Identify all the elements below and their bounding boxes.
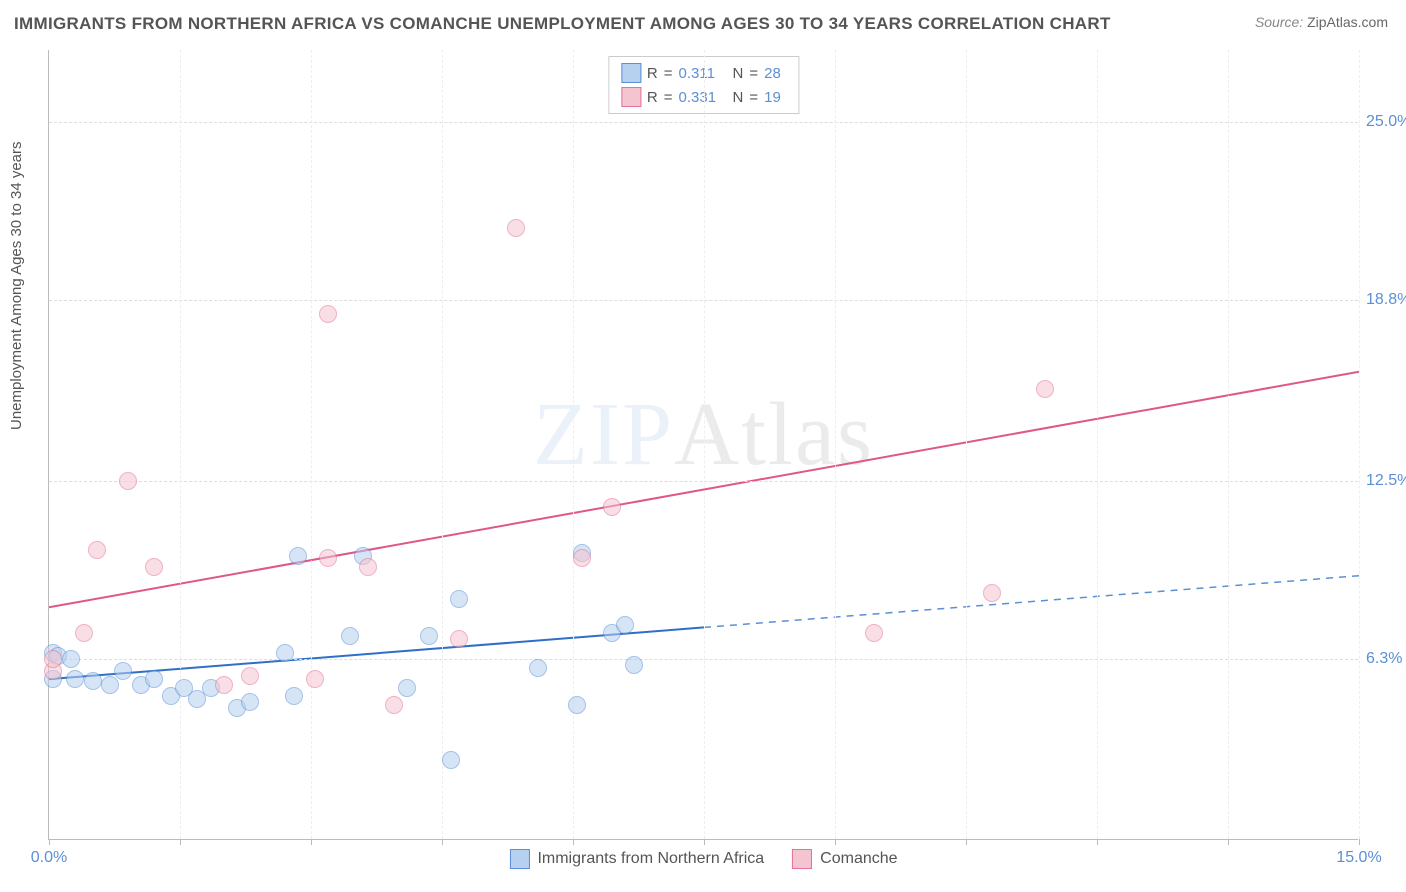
data-point (529, 659, 547, 677)
data-point (88, 541, 106, 559)
x-tick (573, 839, 574, 845)
legend-item-series2: Comanche (792, 849, 897, 869)
legend-n-value-series2: 19 (764, 89, 786, 106)
gridline-v (835, 50, 836, 839)
data-point (145, 558, 163, 576)
data-point (385, 696, 403, 714)
data-point (215, 676, 233, 694)
x-tick (1097, 839, 1098, 845)
data-point (420, 627, 438, 645)
chart-title: IMMIGRANTS FROM NORTHERN AFRICA VS COMAN… (14, 14, 1111, 34)
data-point (616, 616, 634, 634)
legend-n-value-series1: 28 (764, 65, 786, 82)
data-point (398, 679, 416, 697)
data-point (276, 644, 294, 662)
x-tick-label: 0.0% (31, 849, 67, 867)
gridline-v (442, 50, 443, 839)
data-point (66, 670, 84, 688)
data-point (865, 624, 883, 642)
gridline-v (1228, 50, 1229, 839)
x-tick (180, 839, 181, 845)
data-point (75, 624, 93, 642)
series-legend: Immigrants from Northern Africa Comanche (509, 849, 897, 869)
legend-swatch-bottom-2 (792, 849, 812, 869)
data-point (983, 584, 1001, 602)
legend-swatch-series1 (621, 63, 641, 83)
watermark-zip: ZIP (533, 385, 674, 484)
data-point (306, 670, 324, 688)
y-tick-label: 25.0% (1366, 113, 1406, 131)
x-tick-label: 15.0% (1336, 849, 1381, 867)
legend-label-series2: Comanche (820, 850, 897, 868)
x-tick (49, 839, 50, 845)
data-point (573, 549, 591, 567)
data-point (241, 667, 259, 685)
gridline-v (311, 50, 312, 839)
gridline-v (1097, 50, 1098, 839)
y-axis-label: Unemployment Among Ages 30 to 34 years (8, 141, 25, 430)
plot-area: ZIPAtlas R = 0.311 N = 28 R = 0.331 N = … (48, 50, 1358, 840)
y-tick-label: 18.8% (1366, 291, 1406, 309)
legend-swatch-series2 (621, 87, 641, 107)
legend-n-label: N (733, 65, 744, 82)
data-point (442, 751, 460, 769)
data-point (625, 656, 643, 674)
data-point (450, 630, 468, 648)
legend-r-value-series1: 0.311 (679, 65, 727, 82)
data-point (84, 672, 102, 690)
data-point (44, 650, 62, 668)
source-attribution: Source: ZipAtlas.com (1255, 14, 1388, 30)
source-value: ZipAtlas.com (1307, 14, 1388, 30)
legend-swatch-bottom-1 (509, 849, 529, 869)
regression-line (704, 576, 1359, 628)
data-point (568, 696, 586, 714)
data-point (145, 670, 163, 688)
data-point (450, 590, 468, 608)
data-point (114, 662, 132, 680)
legend-item-series1: Immigrants from Northern Africa (509, 849, 764, 869)
legend-r-label: R (647, 65, 658, 82)
data-point (101, 676, 119, 694)
gridline-v (966, 50, 967, 839)
data-point (62, 650, 80, 668)
data-point (359, 558, 377, 576)
data-point (289, 547, 307, 565)
x-tick (442, 839, 443, 845)
y-tick-label: 12.5% (1366, 472, 1406, 490)
chart-container: IMMIGRANTS FROM NORTHERN AFRICA VS COMAN… (0, 0, 1406, 892)
data-point (285, 687, 303, 705)
data-point (603, 498, 621, 516)
data-point (319, 549, 337, 567)
data-point (319, 305, 337, 323)
source-label: Source: (1255, 14, 1303, 30)
legend-label-series1: Immigrants from Northern Africa (537, 850, 764, 868)
data-point (119, 472, 137, 490)
data-point (1036, 380, 1054, 398)
data-point (341, 627, 359, 645)
gridline-v (704, 50, 705, 839)
x-tick (1359, 839, 1360, 845)
y-tick-label: 6.3% (1366, 650, 1406, 668)
gridline-v (180, 50, 181, 839)
legend-r-value-series2: 0.331 (679, 89, 727, 106)
x-tick (835, 839, 836, 845)
data-point (507, 219, 525, 237)
x-tick (311, 839, 312, 845)
gridline-v (1359, 50, 1360, 839)
x-tick (1228, 839, 1229, 845)
data-point (241, 693, 259, 711)
gridline-v (573, 50, 574, 839)
x-tick (704, 839, 705, 845)
x-tick (966, 839, 967, 845)
